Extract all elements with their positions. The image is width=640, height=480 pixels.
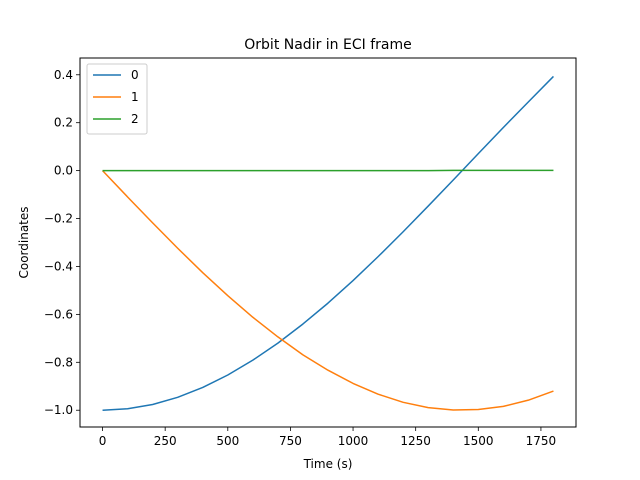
legend-label-1: 1 [131,90,139,104]
y-tick-label: 0.4 [54,68,73,82]
x-tick-label: 0 [99,434,107,448]
y-axis: 0.4 0.2 0.0 −0.2 −0.4 −0.6 −0.8 −1.0 [44,68,80,417]
legend: 0 1 2 [86,63,148,135]
plot-area [102,75,554,411]
y-tick-label: −0.8 [44,355,73,369]
x-tick-label: 250 [154,434,177,448]
y-axis-title: Coordinates [17,206,31,278]
y-tick-label: −0.6 [44,307,73,321]
x-axis: 0 250 500 750 1000 1250 1500 1750 [99,427,556,448]
x-tick-label: 1000 [338,434,369,448]
x-tick-label: 1500 [463,434,494,448]
y-tick-label: −0.4 [44,259,73,273]
series-line-1 [102,170,554,411]
chart-title: Orbit Nadir in ECI frame [244,37,411,53]
x-tick-label: 750 [279,434,302,448]
x-tick-label: 1750 [526,434,557,448]
x-tick-label: 500 [216,434,239,448]
legend-label-0: 0 [131,68,139,82]
plot-frame [79,57,577,428]
y-tick-label: 0.2 [54,116,73,130]
y-tick-label: −0.2 [44,212,73,226]
legend-box [86,63,148,135]
x-axis-title: Time (s) [303,457,353,471]
legend-label-2: 2 [131,112,139,126]
series-line-0 [102,75,554,411]
x-tick-label: 1250 [400,434,431,448]
y-tick-label: −1.0 [44,403,73,417]
y-tick-label: 0.0 [54,164,73,178]
